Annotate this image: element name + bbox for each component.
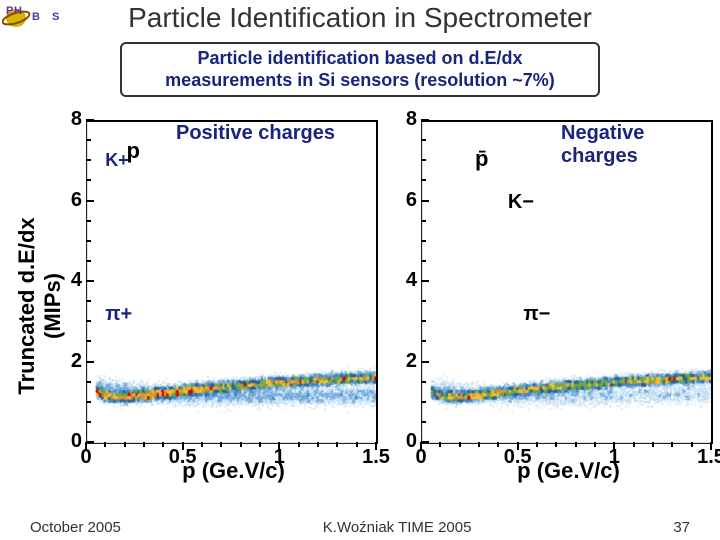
y-tick-mark: [86, 200, 94, 202]
footer-author: K.Woźniak TIME 2005: [323, 519, 472, 536]
y-tick-label: 0: [48, 430, 82, 453]
annotation-pi_minus: π−: [523, 303, 550, 326]
x-tick-mark: [710, 442, 712, 450]
x-axis-label: p (Ge.V/c): [66, 458, 401, 484]
x-tick-mark: [613, 442, 615, 450]
x-minor-tick: [143, 442, 145, 447]
y-minor-tick: [86, 179, 91, 181]
x-minor-tick: [162, 442, 164, 447]
x-minor-tick: [497, 442, 499, 447]
x-tick-mark: [182, 442, 184, 450]
y-minor-tick: [421, 139, 426, 141]
x-minor-tick: [633, 442, 635, 447]
y-minor-tick: [86, 421, 91, 423]
y-tick-label: 8: [383, 108, 417, 131]
subtitle-line2: measurements in Si sensors (resolution ~…: [165, 70, 555, 90]
x-minor-tick: [439, 442, 441, 447]
y-tick-mark: [86, 361, 94, 363]
x-tick-mark: [85, 442, 87, 450]
subtitle-line1: Particle identification based on d.E/dx: [197, 48, 522, 68]
footer-page: 37: [673, 519, 690, 536]
y-minor-tick: [421, 381, 426, 383]
x-minor-tick: [336, 442, 338, 447]
y-tick-mark: [86, 280, 94, 282]
y-minor-tick: [421, 401, 426, 403]
x-minor-tick: [201, 442, 203, 447]
x-minor-tick: [104, 442, 106, 447]
y-tick-mark: [421, 441, 429, 443]
subtitle-box: Particle identification based on d.E/dx …: [120, 42, 600, 97]
y-minor-tick: [86, 320, 91, 322]
y-tick-label: 4: [48, 269, 82, 292]
annotation-p: p: [126, 138, 139, 164]
y-minor-tick: [421, 320, 426, 322]
x-minor-tick: [124, 442, 126, 447]
x-minor-tick: [594, 442, 596, 447]
y-minor-tick: [86, 340, 91, 342]
y-minor-tick: [421, 159, 426, 161]
y-minor-tick: [86, 260, 91, 262]
y-tick-mark: [86, 119, 94, 121]
y-minor-tick: [421, 220, 426, 222]
y-minor-tick: [421, 260, 426, 262]
page-title: Particle Identification in Spectrometer: [0, 2, 720, 34]
x-minor-tick: [259, 442, 261, 447]
x-minor-tick: [317, 442, 319, 447]
y-tick-mark: [421, 200, 429, 202]
x-minor-tick: [536, 442, 538, 447]
x-tick-mark: [517, 442, 519, 450]
y-minor-tick: [421, 421, 426, 423]
y-minor-tick: [86, 159, 91, 161]
left-scatter-canvas: [86, 120, 378, 444]
x-minor-tick: [575, 442, 577, 447]
plot-area: 0246800.511.5p (Ge.V/c)Positive chargesK…: [46, 120, 716, 500]
y-minor-tick: [421, 179, 426, 181]
annotation-K_minus: K−: [508, 191, 534, 214]
x-minor-tick: [240, 442, 242, 447]
y-minor-tick: [86, 381, 91, 383]
y-minor-tick: [421, 340, 426, 342]
x-tick-mark: [278, 442, 280, 450]
y-minor-tick: [421, 240, 426, 242]
y-tick-label: 6: [48, 189, 82, 212]
right-plot: 0246800.511.5p (Ge.V/c)Negative chargesp…: [381, 120, 716, 500]
y-tick-label: 2: [48, 350, 82, 373]
right-scatter-canvas: [421, 120, 713, 444]
x-minor-tick: [356, 442, 358, 447]
y-minor-tick: [421, 300, 426, 302]
footer: October 2005 K.Woźniak TIME 2005 37: [0, 519, 720, 536]
x-minor-tick: [298, 442, 300, 447]
y-tick-mark: [421, 361, 429, 363]
x-minor-tick: [652, 442, 654, 447]
y-tick-mark: [421, 280, 429, 282]
y-tick-mark: [421, 119, 429, 121]
y-tick-label: 2: [383, 350, 417, 373]
x-minor-tick: [671, 442, 673, 447]
right-heading: Negative charges: [561, 122, 716, 168]
y-tick-label: 6: [383, 189, 417, 212]
x-minor-tick: [478, 442, 480, 447]
y-minor-tick: [86, 240, 91, 242]
left-heading: Positive charges: [176, 122, 335, 145]
y-tick-mark: [86, 441, 94, 443]
x-minor-tick: [459, 442, 461, 447]
y-minor-tick: [86, 401, 91, 403]
x-minor-tick: [555, 442, 557, 447]
x-minor-tick: [220, 442, 222, 447]
y-tick-label: 4: [383, 269, 417, 292]
x-axis-label: p (Ge.V/c): [401, 458, 720, 484]
y-tick-label: 0: [383, 430, 417, 453]
annotation-K_plus: K+: [105, 150, 129, 171]
annotation-pbar: p̄: [475, 146, 488, 172]
footer-date: October 2005: [30, 519, 121, 536]
y-tick-label: 8: [48, 108, 82, 131]
x-tick-mark: [420, 442, 422, 450]
x-minor-tick: [691, 442, 693, 447]
x-tick-mark: [375, 442, 377, 450]
y-minor-tick: [86, 300, 91, 302]
y-minor-tick: [86, 220, 91, 222]
left-plot: 0246800.511.5p (Ge.V/c)Positive chargesK…: [46, 120, 381, 500]
annotation-pi_plus: π+: [105, 303, 132, 326]
y-minor-tick: [86, 139, 91, 141]
